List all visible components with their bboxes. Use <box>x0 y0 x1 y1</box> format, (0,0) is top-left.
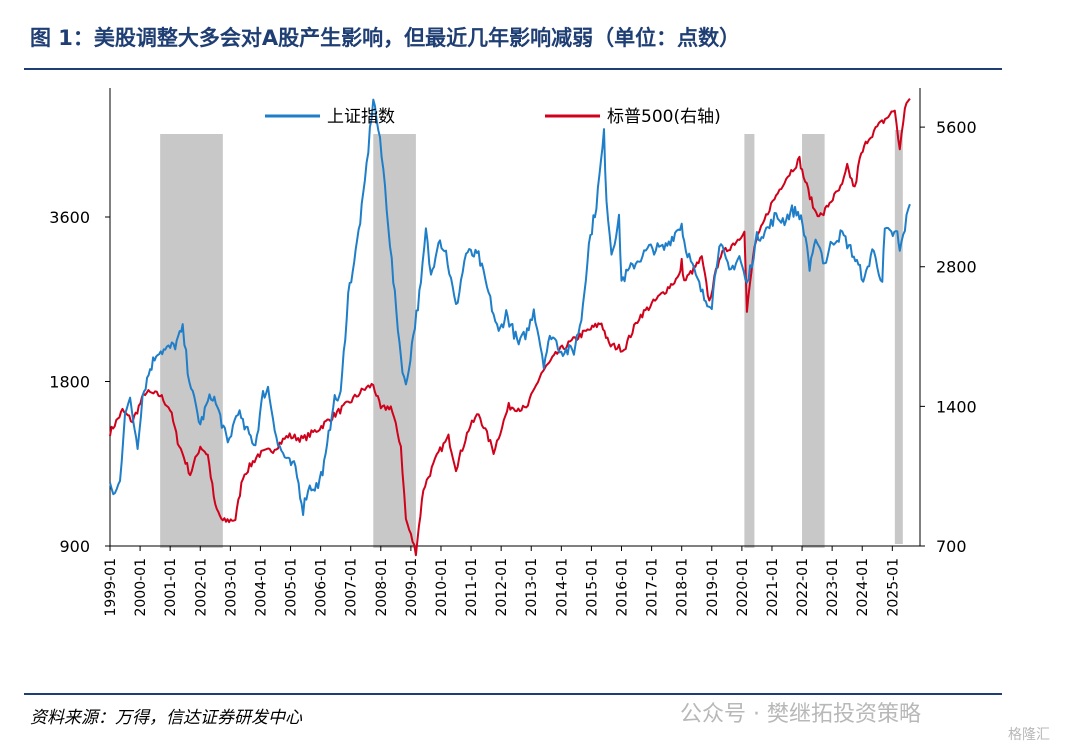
x-axis-ticks: 1999-01 2000-01 2001-01 2002-01 2003-01 2004-… <box>103 546 901 617</box>
legend-label: 标普500(右轴) <box>607 107 721 127</box>
chart: 900 1800 3600 700 1400 2800 5600 1999-01 2000-… <box>49 88 977 617</box>
shaded-period <box>373 134 416 548</box>
right-tick-label: 1400 <box>936 397 977 416</box>
x-tick-label: 2022-01 <box>795 558 811 617</box>
x-tick-label: 2016-01 <box>615 558 631 617</box>
x-tick-label: 2019-01 <box>705 558 721 617</box>
left-axis-ticks: 900 1800 3600 <box>49 208 110 556</box>
x-tick-label: 2009-01 <box>404 558 420 617</box>
x-tick-label: 2004-01 <box>253 558 269 617</box>
x-tick-label: 2013-01 <box>524 558 540 617</box>
shaded-periods <box>160 130 903 548</box>
right-tick-label: 5600 <box>936 118 977 137</box>
x-tick-label: 2010-01 <box>434 558 450 617</box>
x-tick-label: 2000-01 <box>133 558 149 617</box>
x-tick-label: 2011-01 <box>464 558 480 617</box>
source-note: 资料来源：万得，信达证券研发中心 <box>30 708 302 728</box>
chart-title: 图 1：美股调整大多会对A股产生影响，但最近几年影响减弱（单位：点数） <box>30 26 741 50</box>
shaded-period <box>160 134 223 548</box>
series-line-sse <box>109 98 911 516</box>
left-tick-label: 900 <box>59 537 90 556</box>
x-tick-label: 2008-01 <box>374 558 390 617</box>
shaded-period <box>894 130 903 544</box>
series-lines <box>109 98 911 557</box>
x-tick-label: 1999-01 <box>103 558 119 617</box>
corner-logo: 格隆汇 <box>1008 727 1050 743</box>
x-tick-label: 2015-01 <box>584 558 600 617</box>
series-line-spx <box>109 98 911 557</box>
footer-divider <box>24 693 1002 695</box>
x-tick-label: 2001-01 <box>163 558 179 617</box>
right-axis-ticks: 700 1400 2800 5600 <box>920 118 977 556</box>
x-tick-label: 2014-01 <box>554 558 570 617</box>
watermark: 公众号 · 樊继拓投资策略 <box>680 702 921 727</box>
x-tick-label: 2020-01 <box>735 558 751 617</box>
x-tick-label: 2024-01 <box>855 558 871 617</box>
right-tick-label: 2800 <box>936 258 977 277</box>
x-tick-label: 2023-01 <box>825 558 841 617</box>
legend: 上证指数 标普500(右轴) <box>265 107 721 127</box>
shaded-period <box>744 134 755 548</box>
right-tick-label: 700 <box>936 537 967 556</box>
left-tick-label: 3600 <box>49 208 90 227</box>
x-tick-label: 2005-01 <box>284 558 300 617</box>
x-tick-label: 2021-01 <box>765 558 781 617</box>
x-tick-label: 2002-01 <box>193 558 209 617</box>
x-tick-label: 2007-01 <box>344 558 360 617</box>
title-divider <box>24 68 1002 70</box>
x-tick-label: 2017-01 <box>645 558 661 617</box>
x-tick-label: 2012-01 <box>494 558 510 617</box>
shaded-period <box>802 134 825 548</box>
x-tick-label: 2018-01 <box>675 558 691 617</box>
x-tick-label: 2006-01 <box>314 558 330 617</box>
legend-label: 上证指数 <box>327 107 395 127</box>
left-tick-label: 1800 <box>49 373 90 392</box>
x-tick-label: 2003-01 <box>223 558 239 617</box>
x-tick-label: 2025-01 <box>885 558 901 617</box>
